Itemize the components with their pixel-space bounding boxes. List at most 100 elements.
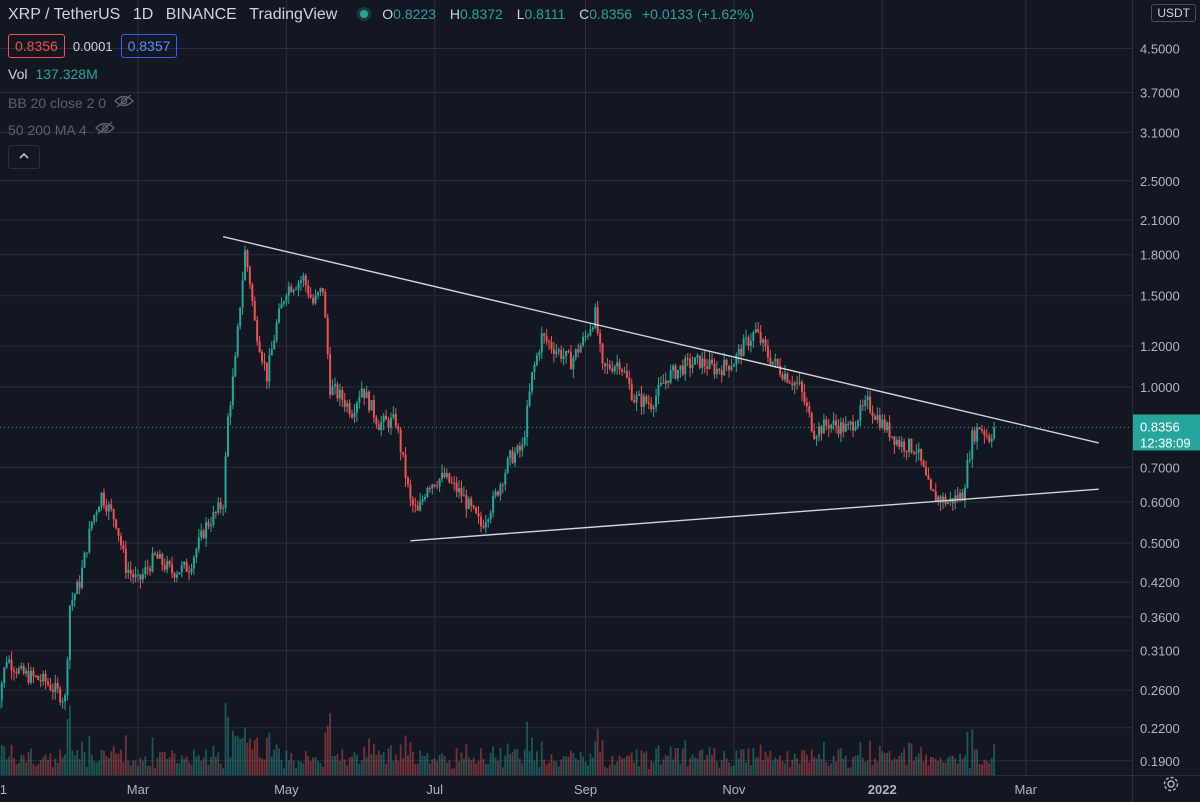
candle-body — [601, 343, 604, 364]
grid — [0, 0, 1132, 775]
candle-body — [299, 280, 302, 283]
currency-label[interactable]: USDT — [1151, 4, 1196, 22]
volume-bar — [227, 716, 229, 775]
high-label: H — [449, 6, 460, 22]
volume-bar — [803, 750, 806, 775]
volume-bar — [735, 750, 738, 775]
trendline-support[interactable] — [410, 488, 1099, 542]
exchange: BINANCE — [165, 6, 237, 23]
buy-price-button[interactable]: 0.8357 — [120, 34, 178, 58]
hidden-eye-icon[interactable] — [94, 121, 115, 138]
candle-body — [820, 426, 823, 434]
volume-bar — [596, 728, 599, 775]
candle-body — [557, 349, 560, 352]
candle-body — [302, 275, 305, 281]
volume-bar — [59, 749, 62, 775]
indicator-moving-average[interactable]: 50 200 MA 4 — [8, 121, 115, 138]
volume-bar — [382, 752, 385, 775]
candle-body — [560, 349, 563, 359]
candle-body — [370, 400, 373, 411]
volume-bar — [158, 752, 161, 775]
indicator-bollinger[interactable]: BB 20 close 2 0 — [8, 94, 135, 111]
volume-bar — [387, 748, 390, 775]
candle-body — [832, 420, 835, 425]
low-value: 0.8111 — [524, 6, 566, 22]
candle-body — [389, 417, 392, 428]
time-tick-label: Mar — [127, 782, 150, 797]
candle-body — [980, 429, 983, 431]
candle-body — [49, 684, 52, 691]
volume-bar — [942, 762, 944, 775]
candle-body — [762, 339, 765, 343]
candle-body — [351, 414, 354, 418]
volume-bar — [820, 759, 823, 775]
volume-bar — [925, 754, 927, 775]
volume-bar — [13, 758, 15, 775]
candle-body — [149, 568, 152, 572]
candle-body — [898, 439, 901, 447]
candle-body — [295, 288, 298, 290]
settings-gear-icon[interactable] — [1162, 775, 1180, 798]
candle-body — [698, 355, 701, 368]
volume-bar — [100, 749, 103, 775]
hidden-eye-icon[interactable] — [114, 94, 135, 111]
volume-bar — [752, 747, 755, 775]
candle-body — [484, 522, 487, 528]
volume-bar — [584, 761, 587, 775]
volume-bar — [392, 761, 395, 775]
candle-body — [621, 369, 624, 372]
candle-body — [365, 391, 368, 399]
candle-body — [219, 502, 222, 509]
volume-bar — [815, 758, 818, 775]
candle-body — [224, 456, 227, 508]
candle-body — [229, 405, 232, 417]
candle-body — [934, 491, 937, 502]
candle-body — [358, 397, 361, 403]
symbol-name[interactable]: XRP / TetherUS — [8, 6, 121, 23]
volume-bar — [538, 767, 541, 775]
candle-body — [32, 670, 35, 676]
volume-bar — [511, 751, 514, 775]
volume-bar — [732, 765, 735, 775]
candle-body — [139, 574, 142, 580]
volume-bar — [985, 761, 988, 775]
candle-body — [192, 557, 195, 569]
candle-body — [657, 384, 660, 396]
interval[interactable]: 1D — [132, 6, 154, 23]
candle-body — [835, 420, 838, 426]
volume-bar — [599, 752, 602, 775]
price-axis[interactable]: 4.5000 3.7000 3.1000 2.5000 2.1000 1.8000 1.50… — [1133, 41, 1200, 769]
candle-body — [263, 361, 266, 363]
candle-body — [37, 676, 40, 681]
volume-bar — [61, 757, 64, 775]
volume-bar — [68, 705, 71, 775]
volume-bar — [421, 755, 424, 775]
candle-body — [567, 350, 570, 353]
candle-body — [363, 388, 366, 399]
volume-bar — [686, 766, 689, 775]
volume-bar — [377, 751, 380, 775]
candle-body — [720, 370, 723, 376]
indicator-volume[interactable]: Vol 137.328M — [8, 66, 98, 82]
time-tick-label: Nov — [722, 782, 746, 797]
volume-bar — [492, 746, 495, 775]
candle-body — [929, 479, 932, 490]
candle-body — [419, 501, 422, 511]
volume-bar — [397, 760, 400, 775]
volume-bar — [630, 752, 633, 775]
candle-body — [29, 670, 32, 683]
candle-body — [231, 376, 234, 406]
time-axis[interactable]: 21 Mar May Jul Sep Nov 2022 Mar — [0, 782, 1038, 797]
trendline-resistance[interactable] — [222, 236, 1099, 444]
candle-body — [985, 435, 988, 437]
volume-bar — [355, 754, 358, 775]
candle-body — [261, 352, 264, 362]
collapse-legend-button[interactable] — [8, 145, 40, 169]
candle-body — [360, 388, 363, 398]
candle-body — [338, 389, 341, 399]
volume-bar — [555, 761, 558, 775]
sell-price-button[interactable]: 0.8356 — [8, 34, 65, 58]
candle-body — [445, 473, 448, 478]
candle-body — [713, 363, 716, 375]
